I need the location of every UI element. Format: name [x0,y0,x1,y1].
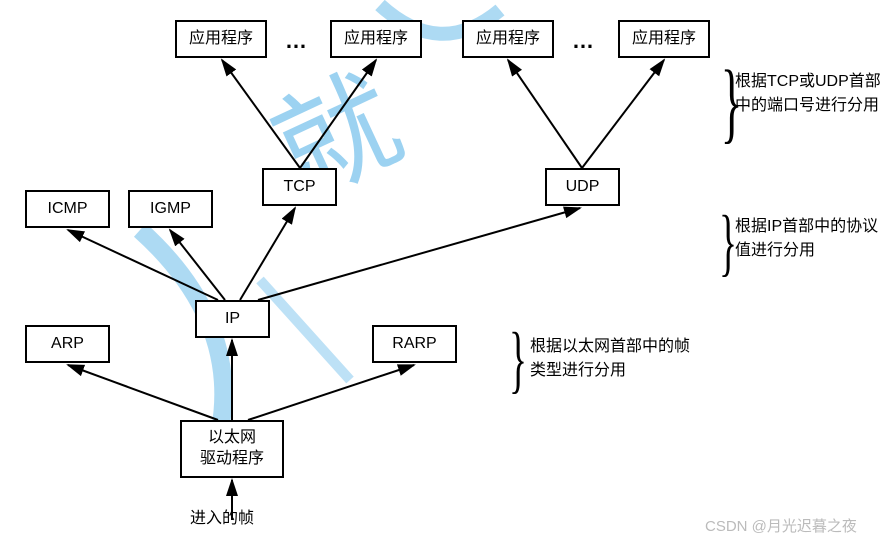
brace-3: } [509,322,527,397]
diagram-canvas: 就 应用程序 应用程序 应用程序 应用程序 TCP UDP ICMP IGMP … [0,0,892,540]
annotation-port-demux: 根据TCP或UDP首部中的端口号进行分用 [735,70,885,118]
node-label: IGMP [150,199,191,220]
node-label: IP [225,309,240,330]
annotation-proto-demux: 根据IP首部中的协议值进行分用 [735,215,885,263]
annotation-frame-demux: 根据以太网首部中的帧类型进行分用 [530,335,690,383]
node-ethernet-driver: 以太网 驱动程序 [180,420,284,478]
node-rarp: RARP [372,325,457,363]
node-label: 应用程序 [476,29,540,50]
node-label: ARP [51,334,84,355]
node-label: UDP [566,177,600,198]
ellipsis-1: … [285,28,309,54]
node-label: TCP [284,177,316,198]
node-app3: 应用程序 [462,20,554,58]
credit-text: CSDN @月光迟暮之夜 [705,515,857,536]
node-app1: 应用程序 [175,20,267,58]
node-label: ICMP [48,199,88,220]
node-label: 应用程序 [344,29,408,50]
node-label: RARP [392,334,436,355]
node-udp: UDP [545,168,620,206]
ellipsis-2: … [572,28,596,54]
node-label: 应用程序 [189,29,253,50]
label-incoming-frame: 进入的帧 [190,507,310,531]
node-ip: IP [195,300,270,338]
node-tcp: TCP [262,168,337,206]
node-app4: 应用程序 [618,20,710,58]
node-label: 以太网 驱动程序 [200,428,264,470]
node-icmp: ICMP [25,190,110,228]
node-arp: ARP [25,325,110,363]
node-igmp: IGMP [128,190,213,228]
node-label: 应用程序 [632,29,696,50]
node-app2: 应用程序 [330,20,422,58]
